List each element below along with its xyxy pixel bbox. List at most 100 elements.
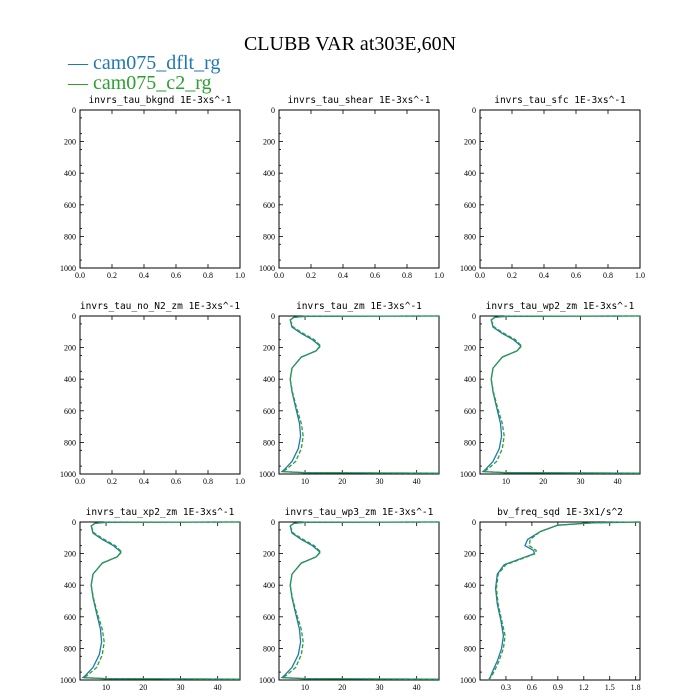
x-tick-label: 10 <box>502 477 510 486</box>
y-tick-label: 1000 <box>60 676 76 685</box>
x-tick-label: 0.2 <box>507 271 517 280</box>
plot-frame <box>79 315 241 475</box>
panel-title: invrs_tau_no_N2_zm 1E-3xs^-1 <box>80 301 240 312</box>
x-tick-label: 0.4 <box>539 271 549 280</box>
x-tick-label: 1.0 <box>235 271 245 280</box>
y-tick-label: 600 <box>64 407 76 416</box>
series-line-0 <box>481 315 641 474</box>
x-tick-label: 0.9 <box>553 683 563 692</box>
y-tick-label: 0 <box>72 312 76 321</box>
y-tick-label: 400 <box>464 169 476 178</box>
panel-5: invrs_tau_wp2_zm 1E-3xs^-1 0 200 400 600 800 1… <box>460 301 641 486</box>
x-tick-label: 20 <box>338 477 346 486</box>
figure-title: CLUBB VAR at303E,60N <box>244 33 456 55</box>
y-tick-label: 200 <box>64 138 76 147</box>
x-tick-label: 30 <box>176 683 184 692</box>
x-tick-label: 40 <box>413 477 421 486</box>
y-tick-label: 600 <box>263 201 275 210</box>
y-tick-label: 0 <box>472 518 476 527</box>
series-line-1 <box>280 315 440 474</box>
panel-title: invrs_tau_sfc 1E-3xs^-1 <box>494 95 626 106</box>
y-tick-label: 1000 <box>460 676 476 685</box>
y-tick-label: 200 <box>64 344 76 353</box>
legend-label-0: cam075_dflt_rg <box>93 52 220 74</box>
x-tick-label: 0.3 <box>501 683 511 692</box>
y-tick-label: 200 <box>263 138 275 147</box>
panel-title: invrs_tau_zm 1E-3xs^-1 <box>296 301 422 312</box>
y-tick-label: 800 <box>64 232 76 241</box>
legend-item-1: — cam075_c2_rg <box>67 72 212 94</box>
x-tick-label: 10 <box>102 683 110 692</box>
y-tick-label: 1000 <box>460 264 476 273</box>
y-tick-label: 1000 <box>259 264 275 273</box>
y-tick-label: 1000 <box>60 470 76 479</box>
x-tick-label: 0.2 <box>107 271 117 280</box>
y-tick-label: 1000 <box>259 470 275 479</box>
y-tick-label: 400 <box>464 581 476 590</box>
y-tick-label: 0 <box>472 312 476 321</box>
y-tick-label: 800 <box>464 232 476 241</box>
x-tick-label: 1.0 <box>635 271 645 280</box>
y-tick-label: 600 <box>464 613 476 622</box>
x-tick-label: 40 <box>614 477 622 486</box>
y-tick-label: 1000 <box>460 470 476 479</box>
panel-title: invrs_tau_bkgnd 1E-3xs^-1 <box>89 95 232 106</box>
x-tick-label: 1.0 <box>434 271 444 280</box>
panel-title: invrs_tau_shear 1E-3xs^-1 <box>288 95 431 106</box>
x-tick-label: 1.5 <box>605 683 615 692</box>
y-tick-label: 600 <box>64 613 76 622</box>
x-tick-label: 40 <box>214 683 222 692</box>
plot-frame <box>278 315 440 475</box>
x-tick-label: 30 <box>375 683 383 692</box>
x-tick-label: 0.8 <box>603 271 613 280</box>
series-line-0 <box>488 521 641 681</box>
panel-2: invrs_tau_sfc 1E-3xs^-1 0 200 400 600 800 1000… <box>460 95 645 280</box>
y-tick-label: 0 <box>271 312 275 321</box>
x-tick-label: 0.0 <box>274 271 284 280</box>
y-tick-label: 200 <box>464 344 476 353</box>
x-tick-label: 0.0 <box>475 271 485 280</box>
y-tick-label: 800 <box>464 438 476 447</box>
x-tick-label: 1.8 <box>631 683 641 692</box>
y-tick-label: 1000 <box>60 264 76 273</box>
x-tick-label: 0.6 <box>171 271 181 280</box>
legend-item-0: — cam075_dflt_rg <box>67 52 220 74</box>
y-tick-label: 200 <box>263 344 275 353</box>
panel-6: invrs_tau_xp2_zm 1E-3xs^-1 0 200 400 600 800 1… <box>60 507 241 692</box>
plot-frame <box>479 109 641 269</box>
panel-4: invrs_tau_zm 1E-3xs^-1 0 200 400 600 800 1000 1… <box>259 301 440 486</box>
y-tick-label: 200 <box>263 550 275 559</box>
x-tick-label: 20 <box>139 683 147 692</box>
y-tick-label: 1000 <box>259 676 275 685</box>
x-tick-label: 20 <box>338 683 346 692</box>
y-tick-label: 0 <box>271 106 275 115</box>
plot-frame <box>479 315 641 475</box>
x-tick-label: 30 <box>576 477 584 486</box>
y-tick-label: 400 <box>64 169 76 178</box>
x-tick-label: 0.6 <box>571 271 581 280</box>
x-tick-label: 0.6 <box>370 271 380 280</box>
y-tick-label: 400 <box>64 581 76 590</box>
y-tick-label: 400 <box>263 169 275 178</box>
x-tick-label: 30 <box>375 477 383 486</box>
series-line-0 <box>280 315 440 474</box>
plot-frame <box>479 521 641 681</box>
y-tick-label: 800 <box>263 232 275 241</box>
x-tick-label: 10 <box>301 683 309 692</box>
series-line-1 <box>280 521 440 680</box>
series-line-1 <box>481 315 641 474</box>
y-tick-label: 400 <box>64 375 76 384</box>
x-tick-label: 40 <box>413 683 421 692</box>
series-line-1 <box>81 521 241 680</box>
legend-label-1: cam075_c2_rg <box>93 72 212 94</box>
x-tick-label: 0.2 <box>306 271 316 280</box>
y-tick-label: 0 <box>72 106 76 115</box>
y-tick-label: 800 <box>263 644 275 653</box>
panels: invrs_tau_bkgnd 1E-3xs^-1020040060080010… <box>60 95 645 692</box>
series-line-1 <box>488 521 641 681</box>
y-tick-label: 800 <box>263 438 275 447</box>
x-tick-label: 0.0 <box>75 271 85 280</box>
y-tick-label: 800 <box>64 438 76 447</box>
panel-title: invrs_tau_wp2_zm 1E-3xs^-1 <box>486 301 635 312</box>
x-tick-label: 0.4 <box>139 477 149 486</box>
